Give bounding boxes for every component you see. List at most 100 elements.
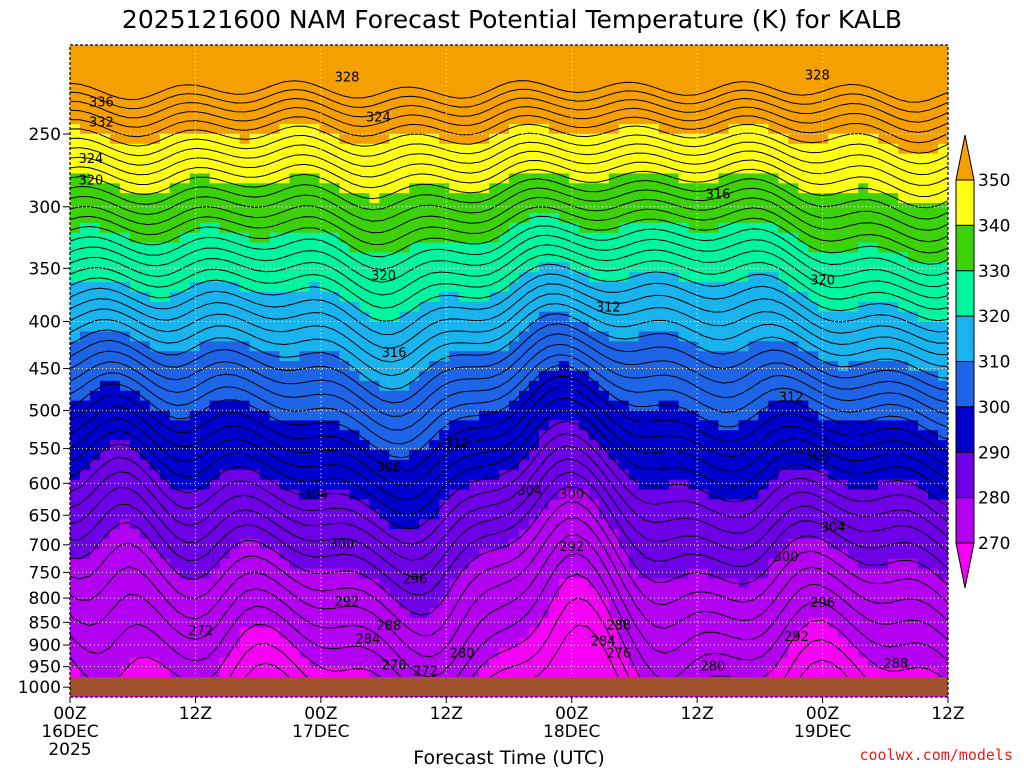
field-cell: [838, 114, 849, 125]
field-cell: [918, 341, 929, 352]
field-cell: [369, 45, 380, 56]
field-cell: [608, 341, 620, 352]
field-cell: [768, 252, 779, 263]
field-cell: [159, 519, 171, 530]
field-cell: [638, 519, 650, 530]
field-cell: [878, 64, 889, 76]
field-cell: [159, 203, 171, 214]
field-cell: [139, 232, 151, 244]
field-cell: [808, 133, 819, 145]
field-cell: [648, 529, 660, 540]
field-cell: [588, 380, 600, 392]
field-cell: [668, 479, 680, 491]
field-cell: [449, 440, 460, 451]
field-cell: [778, 509, 789, 520]
field-cell: [728, 212, 740, 224]
field-cell: [728, 450, 740, 461]
field-cell: [149, 321, 161, 333]
field-cell: [70, 331, 81, 342]
field-cell: [608, 548, 620, 560]
field-cell: [439, 578, 450, 589]
field-cell: [119, 282, 131, 293]
field-cell: [289, 321, 301, 333]
field-cell: [369, 420, 380, 431]
field-cell: [509, 173, 520, 184]
field-cell: [778, 84, 789, 95]
field-cell: [848, 568, 859, 580]
field-cell: [499, 222, 510, 234]
field-cell: [578, 410, 590, 421]
field-cell: [509, 400, 520, 412]
field-cell: [678, 380, 690, 392]
field-cell: [728, 133, 740, 145]
field-cell: [588, 558, 600, 570]
field-cell: [838, 252, 849, 263]
field-cell: [818, 479, 829, 491]
field-cell: [99, 548, 111, 560]
field-cell: [738, 311, 750, 323]
field-cell: [608, 519, 620, 530]
field-cell: [728, 143, 740, 155]
field-cell: [339, 341, 350, 352]
field-cell: [289, 262, 301, 273]
field-cell: [449, 558, 460, 570]
field-cell: [229, 469, 241, 481]
field-cell: [868, 430, 879, 441]
field-cell: [518, 479, 530, 491]
field-cell: [538, 341, 550, 352]
field-cell: [489, 74, 500, 86]
field-cell: [319, 341, 331, 352]
field-cell: [568, 153, 580, 165]
field-cell: [169, 380, 181, 392]
field-cell: [439, 272, 450, 283]
field-cell: [518, 440, 530, 451]
field-cell: [838, 529, 849, 540]
field-cell: [259, 64, 271, 76]
field-cell: [918, 104, 929, 115]
field-cell: [578, 45, 590, 56]
field-cell: [379, 252, 390, 263]
field-cell: [269, 232, 281, 244]
field-cell: [169, 84, 181, 95]
field-cell: [70, 420, 81, 431]
field-cell: [189, 222, 201, 234]
field-cell: [109, 420, 121, 431]
field-cell: [928, 341, 939, 352]
field-cell: [409, 84, 420, 95]
field-cell: [748, 54, 760, 66]
field-cell: [528, 54, 540, 66]
field-cell: [509, 430, 520, 441]
field-cell: [628, 588, 640, 599]
field-cell: [329, 133, 340, 145]
field-cell: [379, 450, 390, 461]
field-cell: [798, 104, 809, 115]
field-cell: [459, 371, 470, 382]
field-cell: [169, 598, 181, 609]
field-cell: [568, 291, 580, 303]
field-cell: [309, 311, 321, 323]
field-cell: [588, 390, 600, 402]
field-cell: [558, 410, 570, 421]
field-cell: [129, 568, 141, 580]
field-cell: [918, 183, 929, 194]
field-cell: [848, 371, 859, 382]
field-cell: [419, 311, 430, 323]
field-cell: [449, 588, 460, 599]
field-cell: [139, 222, 151, 234]
field-cell: [598, 558, 610, 570]
field-cell: [439, 311, 450, 323]
field-cell: [598, 153, 610, 165]
field-cell: [518, 143, 530, 155]
field-cell: [319, 222, 331, 234]
field-cell: [798, 222, 809, 234]
field-cell: [608, 529, 620, 540]
field-cell: [299, 133, 311, 145]
field-cell: [149, 173, 161, 184]
field-cell: [179, 54, 191, 66]
field-cell: [738, 143, 750, 155]
field-cell: [918, 489, 929, 501]
field-cell: [668, 232, 680, 244]
field-cell: [199, 242, 211, 254]
field-cell: [828, 193, 839, 204]
field-cell: [928, 588, 939, 599]
